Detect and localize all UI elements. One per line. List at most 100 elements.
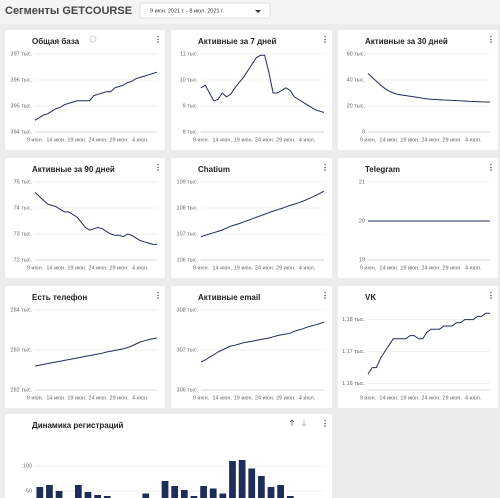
page-title: Сегменты GETCOURSE xyxy=(5,5,132,17)
menu-icon[interactable]: ⋮ xyxy=(321,291,329,300)
x-tick-label: 4 июл. xyxy=(132,265,149,271)
x-tick-label: 24 июн. xyxy=(88,137,108,143)
y-tick-label: 283 тыс. xyxy=(11,347,33,353)
bar xyxy=(219,493,227,498)
x-tick-label: 9 июн. xyxy=(360,137,377,143)
x-tick-label: 14 июн. xyxy=(46,137,66,143)
card xyxy=(5,30,165,150)
sort-up-icon[interactable] xyxy=(289,419,295,426)
card xyxy=(171,158,332,278)
chart-title: Общая база xyxy=(32,37,80,46)
date-range[interactable]: 9 июн. 2021 г. - 8 июл. 2021 г. xyxy=(150,8,224,14)
x-tick-label: 29 июн. xyxy=(442,265,462,271)
card xyxy=(5,158,165,278)
menu-icon[interactable]: ⋮ xyxy=(154,163,162,172)
y-tick-label: 109 тыс. xyxy=(177,179,199,185)
y-tick-label: 284 тыс. xyxy=(11,307,33,313)
x-tick-label: 19 июн. xyxy=(234,137,254,143)
bar xyxy=(258,476,265,498)
dropdown-arrow[interactable] xyxy=(255,10,261,13)
menu-icon[interactable]: ⋮ xyxy=(321,35,329,44)
y-tick-label: 0 xyxy=(362,129,365,135)
x-tick-label: 9 июн. xyxy=(27,137,44,143)
bar xyxy=(103,496,111,498)
date-picker[interactable] xyxy=(139,2,271,19)
line-series xyxy=(34,192,157,245)
x-tick-label: 29 июн. xyxy=(109,265,129,271)
x-tick-label: 29 июн. xyxy=(442,395,462,401)
y-tick-label: 108 тыс. xyxy=(177,205,199,211)
x-tick-label: 14 июн. xyxy=(212,395,232,401)
y-tick-label: 1,16 тыс. xyxy=(342,381,365,387)
chart-title: VK xyxy=(365,293,376,302)
chart-title: Активные за 90 дней xyxy=(32,165,115,174)
bar xyxy=(190,496,198,498)
sort-down-icon[interactable] xyxy=(301,420,307,427)
x-tick-label: 29 июн. xyxy=(109,137,129,143)
card xyxy=(171,30,332,150)
bar xyxy=(267,487,275,498)
menu-icon[interactable]: ⋮ xyxy=(154,35,162,44)
menu-icon[interactable]: ⋮ xyxy=(487,35,495,44)
x-tick-label: 14 июн. xyxy=(212,137,232,143)
bar xyxy=(74,485,82,498)
menu-icon[interactable]: ⋮ xyxy=(487,291,495,300)
line-series xyxy=(367,312,490,375)
x-tick-label: 4 июл. xyxy=(299,395,316,401)
line-series xyxy=(200,321,325,363)
line-series xyxy=(34,71,158,121)
help-icon[interactable] xyxy=(89,35,97,43)
y-tick-label: 50 xyxy=(26,488,32,494)
y-tick-label: 282 тыс. xyxy=(11,387,33,393)
bar xyxy=(277,485,285,498)
x-tick-label: 19 июн. xyxy=(67,137,87,143)
y-tick-label: 306 тыс. xyxy=(177,387,199,393)
x-tick-label: 4 июл. xyxy=(465,137,482,143)
x-tick-label: 29 июн. xyxy=(276,137,296,143)
chart-title: Telegram xyxy=(365,165,400,174)
bar xyxy=(36,487,44,498)
x-tick-label: 19 июн. xyxy=(67,265,87,271)
x-tick-label: 19 июн. xyxy=(234,395,254,401)
menu-icon[interactable]: ⋮ xyxy=(154,291,162,300)
menu-icon[interactable]: ⋮ xyxy=(321,419,329,428)
x-tick-label: 24 июн. xyxy=(255,395,275,401)
bar xyxy=(55,491,63,498)
x-tick-label: 4 июл. xyxy=(132,137,149,143)
chart-title: Есть телефон xyxy=(32,293,87,302)
bar xyxy=(248,468,256,498)
bar xyxy=(46,485,53,498)
bar xyxy=(180,490,188,498)
x-tick-label: 19 июн. xyxy=(400,265,420,271)
y-tick-label: 20 xyxy=(359,218,365,224)
y-tick-label: 73 тыс. xyxy=(14,231,33,237)
chart-title: Активные за 7 дней xyxy=(198,37,276,46)
menu-icon[interactable]: ⋮ xyxy=(321,163,329,172)
card xyxy=(5,286,165,408)
y-tick-label: 21 xyxy=(359,179,365,185)
chart-title: Активные email xyxy=(198,293,260,302)
x-tick-label: 14 июн. xyxy=(212,265,232,271)
y-tick-label: 307 тыс. xyxy=(177,347,199,353)
x-tick-label: 29 июн. xyxy=(442,137,462,143)
bar xyxy=(286,496,294,498)
bar xyxy=(94,495,101,498)
x-tick-label: 14 июн. xyxy=(46,265,66,271)
bar xyxy=(238,460,246,498)
line-series xyxy=(34,337,158,367)
y-tick-label: 11 тыс. xyxy=(180,51,198,57)
card xyxy=(338,158,498,278)
y-tick-label: 10 тыс. xyxy=(180,77,199,83)
bar xyxy=(200,486,207,498)
card xyxy=(338,30,498,150)
y-tick-label: 20 тыс. xyxy=(347,103,366,109)
y-tick-label: 72 тыс. xyxy=(14,257,33,263)
menu-icon[interactable]: ⋮ xyxy=(487,163,495,172)
x-tick-label: 9 июн. xyxy=(360,395,377,401)
y-tick-label: 19 xyxy=(359,257,365,263)
x-tick-label: 9 июн. xyxy=(27,395,44,401)
x-tick-label: 4 июл. xyxy=(465,395,482,401)
y-tick-label: 395 тыс. xyxy=(11,103,33,109)
x-tick-label: 14 июн. xyxy=(46,395,66,401)
